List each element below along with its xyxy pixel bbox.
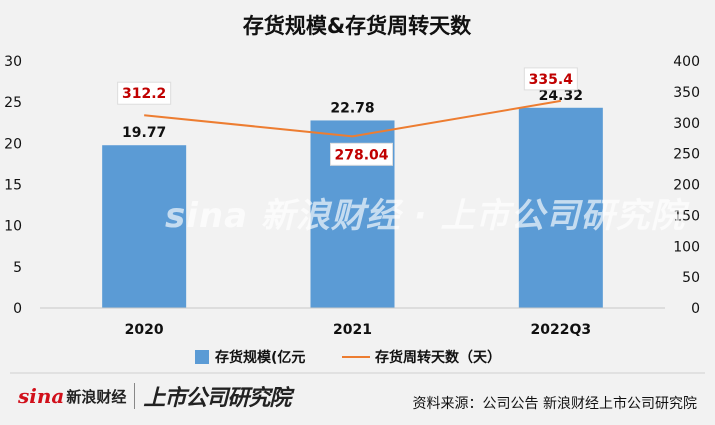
line-value-label: 312.2 <box>122 86 166 102</box>
bar-value-label: 22.78 <box>330 100 374 116</box>
y-right-tick-label: 150 <box>673 208 700 224</box>
x-tick-label: 2022Q3 <box>531 322 592 338</box>
y-left-tick-label: 0 <box>13 301 22 317</box>
sina-logo-cn: 新浪财经 <box>66 387 127 406</box>
logo-separator <box>134 383 136 409</box>
line-series <box>144 99 562 138</box>
legend-line-label: 存货周转天数（天） <box>375 349 501 366</box>
line-value-label-box <box>523 67 578 91</box>
line-value-label-box <box>330 142 393 166</box>
y-left-tick-label: 15 <box>4 178 22 194</box>
legend-bar-label: 存货规模(亿元 <box>215 349 305 366</box>
y-right-tick-label: 50 <box>682 270 700 286</box>
line-value-label: 278.04 <box>334 147 388 163</box>
source-note: 资料来源：公司公告 新浪财经上市公司研究院 <box>412 396 697 412</box>
y-right-tick-label: 100 <box>673 239 700 255</box>
watermark: sina 新浪财经 · 上市公司研究院 <box>165 196 686 236</box>
line-value-label: 335.4 <box>529 72 574 88</box>
y-right-tick-label: 0 <box>691 301 700 317</box>
y-left-tick-label: 10 <box>4 219 22 235</box>
chart-title: 存货规模&存货周转天数 <box>243 14 472 38</box>
bar <box>518 107 603 308</box>
bar <box>102 145 187 308</box>
sina-logo: sina <box>18 384 65 408</box>
institute-logo: 上市公司研究院 <box>143 385 291 411</box>
legend-bar-swatch <box>195 350 209 364</box>
y-right-tick-label: 250 <box>673 147 700 163</box>
y-right-tick-label: 300 <box>673 116 700 132</box>
y-right-tick-label: 350 <box>673 85 700 101</box>
bar-value-label: 19.77 <box>122 125 166 141</box>
y-left-tick-label: 20 <box>4 136 22 152</box>
y-left-tick-label: 30 <box>4 54 22 70</box>
x-tick-label: 2021 <box>333 322 372 338</box>
line-value-label-box <box>117 81 172 105</box>
bar-value-label: 24.32 <box>539 88 583 104</box>
y-right-tick-label: 400 <box>673 54 700 70</box>
y-left-tick-label: 5 <box>13 260 22 276</box>
footer-logo: sina 新浪财经 上市公司研究院 <box>18 380 291 412</box>
y-left-tick-label: 25 <box>4 95 22 111</box>
x-tick-label: 2020 <box>125 322 164 338</box>
y-right-tick-label: 200 <box>673 178 700 194</box>
